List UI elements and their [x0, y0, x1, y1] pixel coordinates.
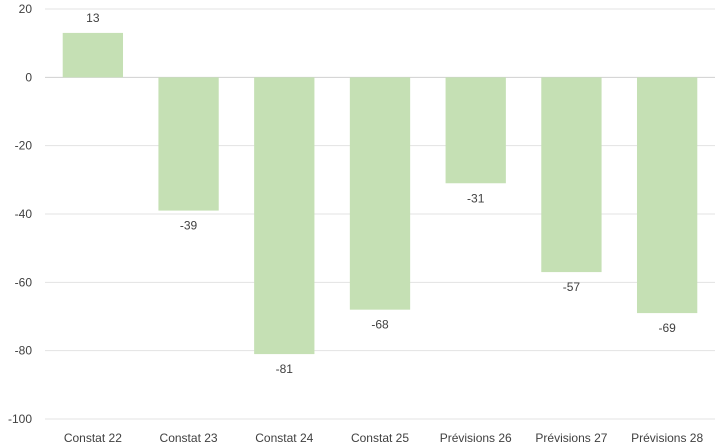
y-tick-label: -40 [15, 207, 33, 221]
data-labels: 13 -39 -81 -68 -31 -57 -69 [86, 11, 676, 376]
data-label: -69 [658, 321, 676, 335]
data-label: -31 [467, 191, 485, 205]
y-tick-label: -80 [15, 344, 33, 358]
y-tick-label: -20 [15, 139, 33, 153]
y-tick-label: 0 [25, 70, 32, 84]
bar [62, 32, 124, 78]
bars [62, 32, 698, 355]
bar [445, 77, 506, 184]
bar [254, 77, 315, 355]
x-tick-label: Prévisions 28 [631, 431, 703, 445]
bar [636, 77, 698, 314]
bar [541, 77, 602, 273]
x-tick-label: Prévisions 27 [535, 431, 607, 445]
data-label: -39 [180, 219, 198, 233]
x-axis-tick-labels: Constat 22 Constat 23 Constat 24 Constat 25… [64, 431, 704, 445]
x-tick-label: Prévisions 26 [440, 431, 512, 445]
data-label: 13 [86, 11, 100, 25]
bar [349, 77, 411, 310]
y-tick-label: 20 [19, 2, 33, 16]
x-tick-label: Constat 24 [255, 431, 313, 445]
x-tick-label: Constat 25 [351, 431, 409, 445]
y-axis-tick-labels: 20 0 -20 -40 -60 -80 -100 [8, 2, 32, 426]
x-tick-label: Constat 23 [160, 431, 218, 445]
bar [158, 77, 219, 211]
x-tick-label: Constat 22 [64, 431, 122, 445]
y-tick-label: -100 [8, 412, 32, 426]
data-label: -81 [276, 362, 294, 376]
y-tick-label: -60 [15, 275, 33, 289]
data-label: -57 [563, 280, 581, 294]
data-label: -68 [371, 318, 389, 332]
